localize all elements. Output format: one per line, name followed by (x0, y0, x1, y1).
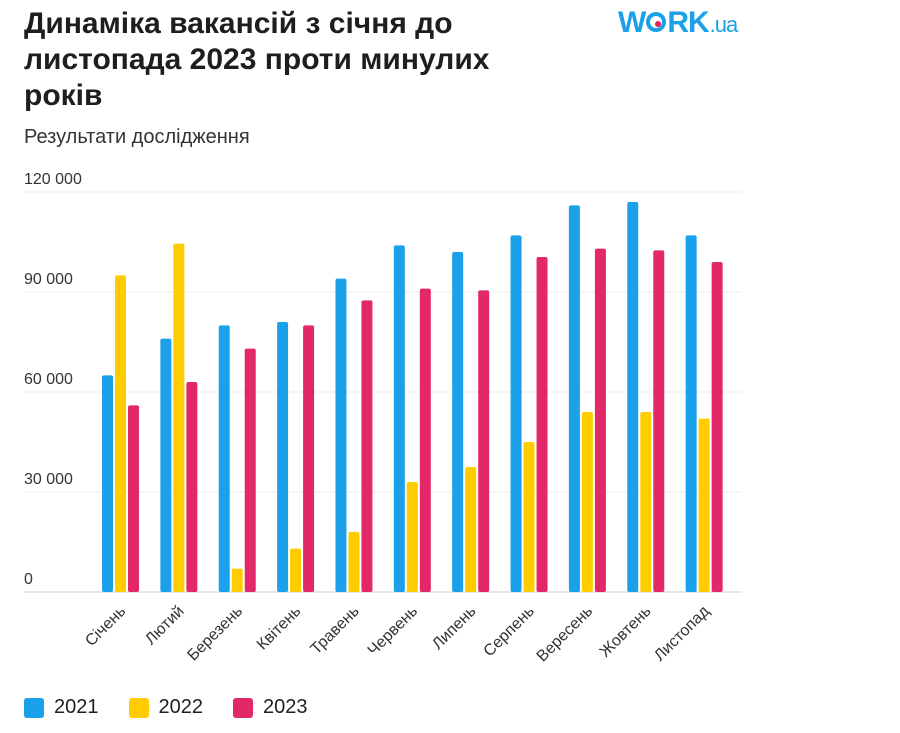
bar-2023 (594, 248, 606, 592)
bar-2022 (115, 275, 126, 592)
bar-2021 (393, 245, 405, 592)
x-tick-label: Червень (365, 603, 421, 659)
legend-label: 2021 (54, 696, 99, 718)
bar-2023 (653, 250, 665, 592)
bar-2021 (160, 338, 172, 592)
bar-2021 (277, 322, 289, 592)
legend-swatch (233, 697, 253, 718)
legend-item-2022: 2022 (128, 696, 204, 719)
bar-2022 (290, 548, 302, 592)
bar-2021 (510, 235, 522, 592)
legend-label: 2023 (263, 696, 308, 718)
x-tick-label: Листопад (651, 602, 713, 664)
bar-2023 (478, 290, 490, 592)
bar-2023 (244, 348, 256, 592)
bar-2023 (419, 288, 431, 592)
bar-2021 (685, 235, 697, 592)
x-tick-label: Квітень (254, 603, 305, 654)
bar-2022 (406, 482, 418, 592)
bar-2021 (218, 325, 230, 592)
bar-2021 (452, 252, 464, 592)
legend-item-2023: 2023 (233, 696, 308, 719)
y-tick-label: 60 000 (24, 371, 73, 388)
y-tick-label: 30 000 (24, 471, 73, 488)
bar-2021 (102, 375, 113, 592)
bar-2023 (711, 262, 723, 592)
legend-swatch (24, 697, 44, 718)
y-tick-label: 90 000 (24, 271, 73, 288)
bar-2022 (348, 532, 360, 592)
bar-2022 (523, 442, 535, 592)
x-tick-label: Вересень (534, 603, 597, 666)
bar-2023 (361, 300, 373, 592)
x-tick-label: Лютий (142, 603, 188, 649)
bar-2023 (303, 325, 315, 592)
bar-2022 (581, 412, 593, 592)
bar-2022 (465, 467, 477, 592)
bar-2023 (186, 382, 198, 592)
bar-2021 (568, 205, 580, 593)
bar-2023 (536, 257, 548, 592)
bar-2021 (627, 202, 639, 592)
bar-2022 (640, 412, 652, 592)
chart-title: Динаміка вакансій з січня до листопада 2… (24, 7, 490, 112)
logo-target-icon (646, 12, 667, 32)
legend-item-2021: 2021 (24, 696, 99, 719)
chart-subtitle: Результати дослідження (24, 126, 250, 148)
y-tick-label: 120 000 (24, 171, 82, 188)
bar-chart: 0 30 000 60 000 90 000 120 000 Січень ЛютийБер… (24, 171, 742, 666)
x-tick-label: Липень (429, 603, 479, 653)
x-tick-label: Травень (308, 603, 363, 658)
logo-text-rk: RK (667, 6, 709, 39)
x-tick-label: Серпень (481, 603, 538, 660)
bar-2022 (231, 568, 243, 592)
x-tick-label: Січень (82, 603, 129, 650)
x-tick-label: Березень (184, 603, 246, 665)
legend-label: 2022 (158, 696, 204, 718)
bar-2022 (698, 418, 710, 592)
logo-text-ua: .ua (709, 12, 739, 37)
bar-2022 (173, 243, 185, 592)
bar-2023 (128, 405, 139, 592)
x-tick-label: Жовтень (597, 603, 655, 661)
legend-swatch (128, 697, 149, 718)
work-ua-logo: W RK .ua (618, 6, 739, 40)
chart-legend: 2021 2022 2023 (24, 696, 308, 719)
bar-2021 (335, 278, 347, 592)
y-tick-label: 0 (24, 571, 33, 588)
logo-text-w: W (618, 6, 646, 39)
